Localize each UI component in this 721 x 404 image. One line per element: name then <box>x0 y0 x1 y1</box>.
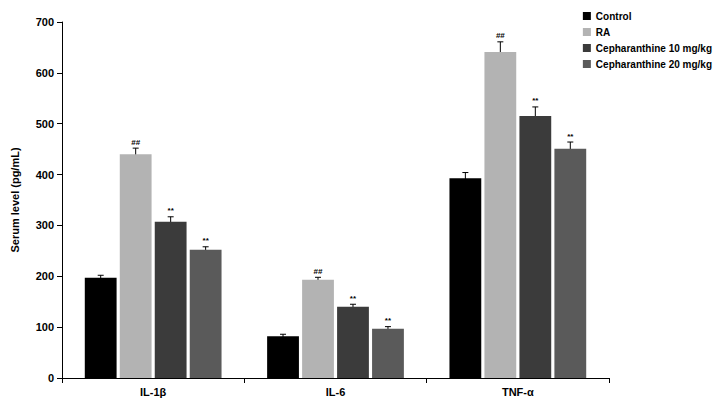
svg-text:**: ** <box>203 236 210 245</box>
svg-text:##: ## <box>131 138 140 147</box>
svg-text:##: ## <box>314 267 323 276</box>
svg-text:200: 200 <box>36 270 54 282</box>
svg-text:TNF-α: TNF-α <box>502 386 534 398</box>
svg-text:Serum level (pg/mL): Serum level (pg/mL) <box>9 147 21 252</box>
svg-text:IL-6: IL-6 <box>326 386 346 398</box>
svg-text:600: 600 <box>36 67 54 79</box>
svg-text:##: ## <box>496 31 505 40</box>
svg-text:Control: Control <box>596 11 632 22</box>
svg-text:0: 0 <box>48 372 54 384</box>
svg-text:500: 500 <box>36 118 54 130</box>
svg-text:**: ** <box>385 316 392 325</box>
svg-text:400: 400 <box>36 169 54 181</box>
svg-text:IL-1β: IL-1β <box>140 386 167 398</box>
svg-text:700: 700 <box>36 16 54 28</box>
svg-text:**: ** <box>350 294 357 303</box>
svg-text:Cepharanthine 10 mg/kg: Cepharanthine 10 mg/kg <box>596 43 712 54</box>
svg-text:Cepharanthine 20 mg/kg: Cepharanthine 20 mg/kg <box>596 59 712 70</box>
svg-text:**: ** <box>532 96 539 105</box>
svg-text:**: ** <box>168 206 175 215</box>
svg-text:RA: RA <box>596 27 610 38</box>
svg-text:100: 100 <box>36 321 54 333</box>
svg-text:**: ** <box>567 132 574 141</box>
svg-text:300: 300 <box>36 219 54 231</box>
